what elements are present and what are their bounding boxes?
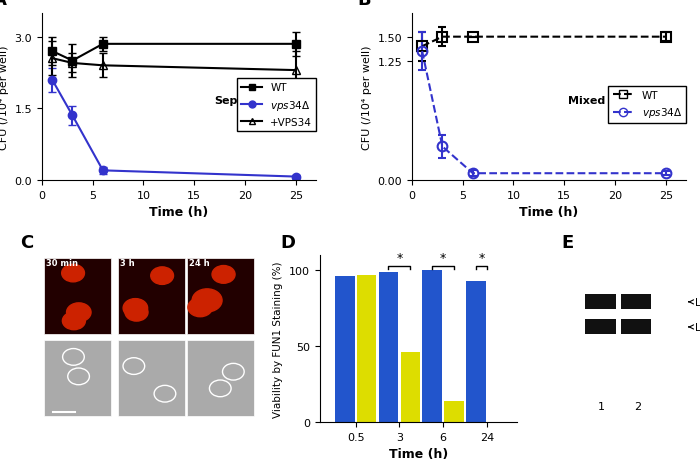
Bar: [44, 259, 111, 334]
Bar: [187, 259, 254, 334]
Text: 3 h: 3 h: [120, 258, 134, 268]
Text: Mixed: Mixed: [568, 95, 606, 106]
Legend: WT, $vps34\Delta$: WT, $vps34\Delta$: [608, 87, 686, 124]
X-axis label: Time (h): Time (h): [389, 448, 448, 459]
Bar: [621, 320, 651, 335]
Bar: [335, 277, 354, 422]
Circle shape: [125, 304, 148, 321]
Y-axis label: Viability by FUN1 Staining (%): Viability by FUN1 Staining (%): [274, 261, 284, 417]
Bar: [444, 401, 464, 422]
Bar: [187, 341, 254, 415]
Legend: WT, $vps34\Delta$, +VPS34: WT, $vps34\Delta$, +VPS34: [237, 79, 316, 132]
Bar: [621, 295, 651, 310]
Circle shape: [188, 298, 212, 317]
Bar: [118, 259, 185, 334]
Bar: [44, 341, 111, 415]
Bar: [466, 281, 486, 422]
Text: LC3-II: LC3-II: [689, 322, 700, 332]
Text: 2: 2: [634, 401, 640, 411]
Circle shape: [62, 265, 85, 282]
Text: C: C: [20, 233, 34, 251]
Circle shape: [66, 303, 91, 322]
Text: 30 min: 30 min: [46, 258, 78, 268]
Text: D: D: [280, 233, 295, 251]
Text: A: A: [0, 0, 6, 10]
Bar: [585, 320, 615, 335]
Circle shape: [212, 266, 235, 284]
Text: E: E: [561, 233, 573, 251]
Circle shape: [150, 267, 174, 285]
Bar: [400, 353, 420, 422]
X-axis label: Time (h): Time (h): [519, 206, 579, 218]
Text: 24 h: 24 h: [190, 258, 210, 268]
Text: LC3-I: LC3-I: [689, 297, 700, 307]
Circle shape: [62, 312, 85, 330]
Circle shape: [192, 289, 222, 312]
Text: Separate: Separate: [215, 95, 272, 106]
Y-axis label: CFU (/10⁴ per well): CFU (/10⁴ per well): [0, 45, 9, 149]
X-axis label: Time (h): Time (h): [149, 206, 209, 218]
Text: *: *: [478, 252, 484, 265]
Text: *: *: [396, 252, 402, 265]
Circle shape: [123, 299, 148, 318]
Bar: [118, 341, 185, 415]
Bar: [357, 275, 377, 422]
Bar: [422, 271, 442, 422]
Bar: [585, 295, 615, 310]
Text: *: *: [440, 252, 447, 265]
Y-axis label: CFU (/10⁴ per well): CFU (/10⁴ per well): [362, 45, 372, 149]
Text: 1: 1: [598, 401, 605, 411]
Text: B: B: [357, 0, 371, 10]
Bar: [379, 272, 398, 422]
